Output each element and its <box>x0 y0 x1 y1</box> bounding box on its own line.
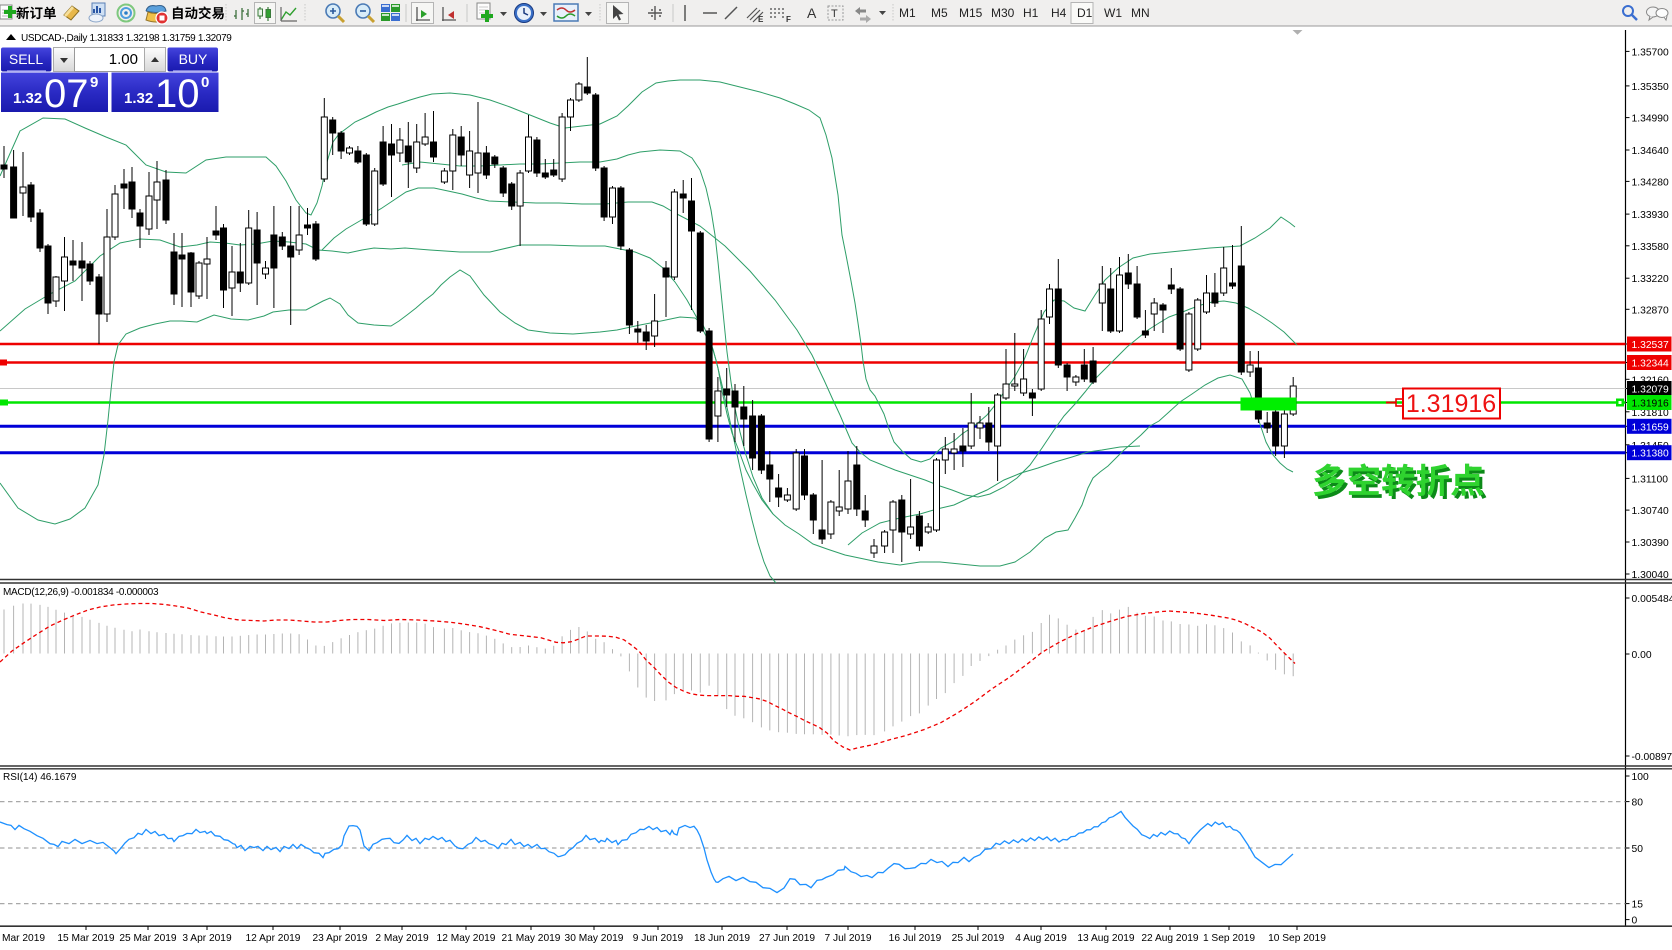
svg-text:1.31916: 1.31916 <box>1632 399 1669 410</box>
svg-text:1.35350: 1.35350 <box>1632 82 1669 93</box>
svg-text:-0.008973: -0.008973 <box>1632 752 1672 763</box>
svg-text:4 Aug 2019: 4 Aug 2019 <box>1015 933 1067 944</box>
svg-text:3 Apr 2019: 3 Apr 2019 <box>182 933 232 944</box>
svg-text:W1: W1 <box>1104 6 1122 20</box>
svg-text:1.31100: 1.31100 <box>1632 474 1669 485</box>
svg-text:0: 0 <box>1632 916 1638 927</box>
svg-text:H1: H1 <box>1023 6 1039 20</box>
svg-text:BUY: BUY <box>179 51 208 67</box>
svg-text:7 Jul 2019: 7 Jul 2019 <box>824 933 871 944</box>
svg-text:0.00: 0.00 <box>1632 650 1652 661</box>
svg-text:1.32344: 1.32344 <box>1632 359 1669 370</box>
svg-text:25 Jul 2019: 25 Jul 2019 <box>952 933 1005 944</box>
svg-text:2 May 2019: 2 May 2019 <box>375 933 429 944</box>
svg-text:1 Sep 2019: 1 Sep 2019 <box>1203 933 1255 944</box>
svg-text:M1: M1 <box>899 6 916 20</box>
svg-text:M15: M15 <box>959 6 983 20</box>
svg-text:MACD(12,26,9) -0.001834 -0.000: MACD(12,26,9) -0.001834 -0.000003 <box>3 587 159 598</box>
svg-text:1.34990: 1.34990 <box>1632 114 1669 125</box>
svg-text:1.30040: 1.30040 <box>1632 570 1669 581</box>
svg-text:MN: MN <box>1131 6 1150 20</box>
svg-text:0.005484: 0.005484 <box>1632 594 1672 605</box>
svg-text:SELL: SELL <box>9 51 43 67</box>
svg-text:1.31916: 1.31916 <box>1406 390 1496 418</box>
svg-text:1.34640: 1.34640 <box>1632 146 1669 157</box>
svg-text:1.34280: 1.34280 <box>1632 177 1669 188</box>
svg-text:0: 0 <box>201 74 209 91</box>
svg-text:9: 9 <box>90 74 98 91</box>
svg-text:1.33930: 1.33930 <box>1632 210 1669 221</box>
svg-text:1.32: 1.32 <box>124 90 153 107</box>
svg-text:RSI(14) 46.1679: RSI(14) 46.1679 <box>3 772 77 783</box>
svg-text:USDCAD-,Daily 1.31833 1.32198: USDCAD-,Daily 1.31833 1.32198 1.31759 1.… <box>21 33 232 44</box>
svg-text:1.32079: 1.32079 <box>1632 385 1669 396</box>
svg-text:A: A <box>807 5 817 21</box>
svg-text:23 Apr 2019: 23 Apr 2019 <box>313 933 368 944</box>
svg-text:1.31659: 1.31659 <box>1632 422 1669 433</box>
svg-text:9 Jun 2019: 9 Jun 2019 <box>633 933 684 944</box>
svg-text:1.00: 1.00 <box>109 51 138 68</box>
svg-text:100: 100 <box>1632 772 1649 783</box>
svg-text:1.30390: 1.30390 <box>1632 538 1669 549</box>
svg-text:13 Aug 2019: 13 Aug 2019 <box>1077 933 1135 944</box>
svg-text:H4: H4 <box>1051 6 1067 20</box>
svg-text:12 Apr 2019: 12 Apr 2019 <box>246 933 301 944</box>
svg-text:1.32160: 1.32160 <box>1632 375 1669 386</box>
svg-text:1.32537: 1.32537 <box>1632 340 1669 351</box>
svg-text:1.35700: 1.35700 <box>1632 47 1669 58</box>
svg-text:D1: D1 <box>1077 6 1093 20</box>
svg-text:1.31810: 1.31810 <box>1632 408 1669 419</box>
svg-text:16 Jul 2019: 16 Jul 2019 <box>889 933 942 944</box>
svg-text:10: 10 <box>155 72 200 116</box>
svg-text:15 Mar 2019: 15 Mar 2019 <box>57 933 115 944</box>
svg-text:1.32870: 1.32870 <box>1632 305 1669 316</box>
svg-text:Mar 2019: Mar 2019 <box>2 933 45 944</box>
svg-text:1.31380: 1.31380 <box>1632 449 1669 460</box>
svg-text:12 May 2019: 12 May 2019 <box>437 933 496 944</box>
svg-text:18 Jun 2019: 18 Jun 2019 <box>694 933 750 944</box>
svg-text:F: F <box>786 15 791 24</box>
svg-text:07: 07 <box>44 72 89 116</box>
svg-text:25 Mar 2019: 25 Mar 2019 <box>119 933 177 944</box>
svg-text:21 May 2019: 21 May 2019 <box>502 933 561 944</box>
svg-text:30 May 2019: 30 May 2019 <box>565 933 624 944</box>
svg-text:1.32: 1.32 <box>13 90 42 107</box>
svg-text:E: E <box>758 15 764 24</box>
svg-text:27 Jun 2019: 27 Jun 2019 <box>759 933 815 944</box>
svg-text:22 Aug 2019: 22 Aug 2019 <box>1141 933 1199 944</box>
svg-text:1.30740: 1.30740 <box>1632 506 1669 517</box>
svg-text:T: T <box>831 8 838 20</box>
svg-text:1.33580: 1.33580 <box>1632 242 1669 253</box>
svg-text:15: 15 <box>1632 900 1644 911</box>
svg-text:M5: M5 <box>931 6 948 20</box>
svg-text:10 Sep 2019: 10 Sep 2019 <box>1268 933 1326 944</box>
svg-text:M30: M30 <box>991 6 1015 20</box>
svg-text:1.33220: 1.33220 <box>1632 274 1669 285</box>
svg-text:50: 50 <box>1632 844 1644 855</box>
svg-text:80: 80 <box>1632 798 1644 809</box>
